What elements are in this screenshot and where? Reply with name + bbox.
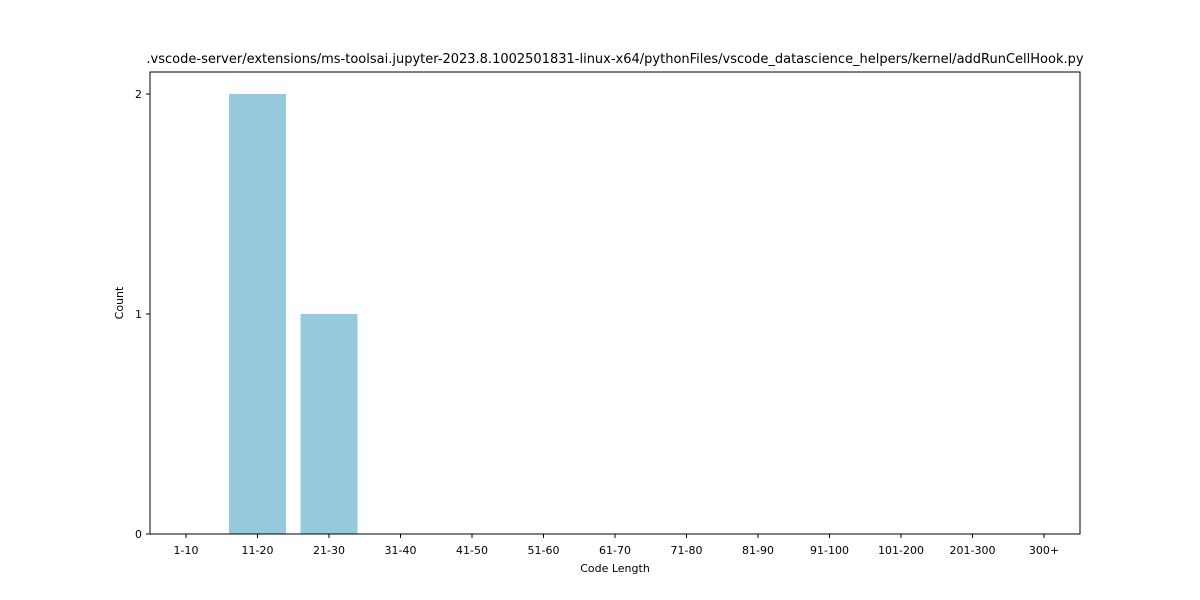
bars-group (229, 94, 358, 534)
chart-title: .vscode-server/extensions/ms-toolsai.jup… (146, 52, 1083, 67)
x-tick-label: 31-40 (385, 544, 417, 557)
x-tick-label: 11-20 (242, 544, 274, 557)
x-tick-label: 51-60 (528, 544, 560, 557)
bar-21-30 (300, 314, 358, 534)
x-tick-label: 1-10 (174, 544, 199, 557)
x-tick-label: 101-200 (878, 544, 924, 557)
x-tick-label: 21-30 (313, 544, 345, 557)
bar-11-20 (229, 94, 286, 534)
x-tick-label: 201-300 (950, 544, 996, 557)
x-tick-label: 61-70 (599, 544, 631, 557)
y-tick-label: 1 (135, 308, 142, 321)
x-axis-label: Code Length (580, 562, 650, 575)
x-tick-label: 300+ (1029, 544, 1059, 557)
x-axis: 1-10 11-20 21-30 31-40 41-50 51-60 61-70 71-80 8… (174, 534, 1059, 557)
x-tick-label: 81-90 (742, 544, 774, 557)
y-axis-label: Count (113, 286, 126, 319)
plot-frame (149, 71, 1081, 535)
x-tick-label: 91-100 (810, 544, 849, 557)
x-tick-label: 71-80 (671, 544, 703, 557)
y-tick-label: 0 (135, 528, 142, 541)
y-tick-label: 2 (135, 88, 142, 101)
x-tick-label: 41-50 (456, 544, 488, 557)
y-axis: 0 1 2 (135, 88, 150, 541)
